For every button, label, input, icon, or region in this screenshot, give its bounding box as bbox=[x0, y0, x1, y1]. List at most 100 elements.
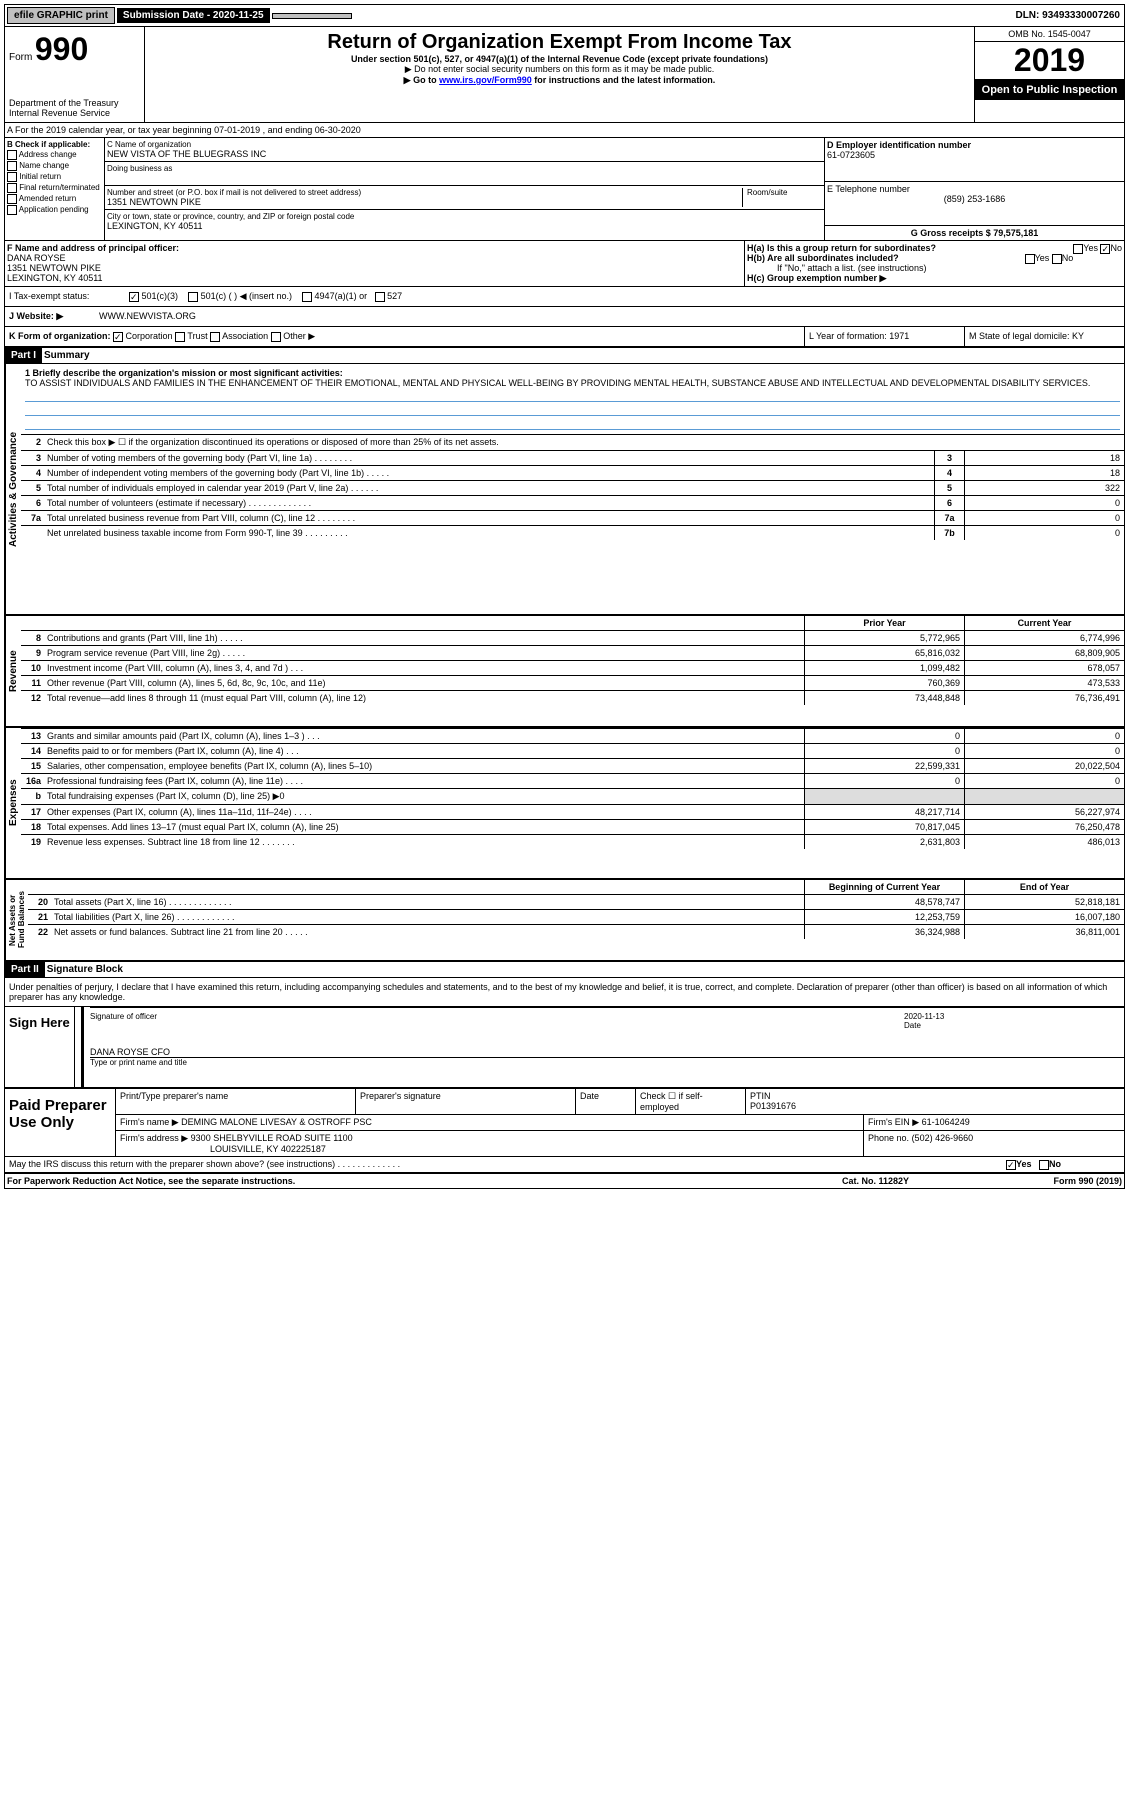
hc-exempt: H(c) Group exemption number ▶ bbox=[747, 273, 1122, 284]
chk-pending: Application pending bbox=[19, 205, 89, 214]
beg-year-head: Beginning of Current Year bbox=[804, 880, 964, 894]
cat-no: Cat. No. 11282Y bbox=[842, 1176, 992, 1186]
firm-name-label: Firm's name ▶ bbox=[120, 1117, 179, 1127]
link-post: for instructions and the latest informat… bbox=[532, 75, 716, 85]
ha-group: H(a) Is this a group return for subordin… bbox=[747, 243, 1122, 253]
firm-addr1: 9300 SHELBYVILLE ROAD SUITE 1100 bbox=[191, 1133, 353, 1143]
prep-self-emp: Check ☐ if self-employed bbox=[636, 1089, 746, 1114]
hb-yes: Yes bbox=[1035, 253, 1050, 263]
form-header: Form 990 Department of the Treasury Inte… bbox=[5, 27, 1124, 122]
topbar: efile GRAPHIC print Submission Date - 20… bbox=[5, 5, 1124, 27]
discuss-yes: Yes bbox=[1016, 1159, 1032, 1169]
page-footer: For Paperwork Reduction Act Notice, see … bbox=[5, 1173, 1124, 1188]
city-state-zip: LEXINGTON, KY 40511 bbox=[107, 221, 822, 231]
vert-activities: Activities & Governance bbox=[5, 364, 21, 614]
chk-amended: Amended return bbox=[19, 194, 76, 203]
chk-initial: Initial return bbox=[19, 172, 61, 181]
org-corp: Corporation bbox=[126, 331, 173, 341]
part1-header: Part I bbox=[5, 348, 42, 363]
sig-date-val: 2020-11-13 bbox=[904, 1012, 1124, 1021]
form-number: 990 bbox=[35, 31, 88, 67]
gross-receipts: G Gross receipts $ 79,575,181 bbox=[827, 228, 1122, 238]
status-4947: 4947(a)(1) or bbox=[315, 291, 368, 301]
vert-net: Net Assets or Fund Balances bbox=[5, 880, 28, 960]
paperwork-notice: For Paperwork Reduction Act Notice, see … bbox=[7, 1176, 842, 1186]
status-501c3: 501(c)(3) bbox=[142, 291, 179, 301]
org-trust: Trust bbox=[187, 331, 207, 341]
hb-sub: H(b) Are all subordinates included? Yes … bbox=[747, 253, 1122, 263]
firm-addr2: LOUISVILLE, KY 402225187 bbox=[120, 1144, 326, 1154]
paid-preparer-block: Paid Preparer Use Only Print/Type prepar… bbox=[5, 1088, 1124, 1156]
part2-header: Part II bbox=[5, 962, 45, 977]
dln: DLN: 93493330007260 bbox=[1015, 10, 1124, 21]
paid-preparer-label: Paid Preparer Use Only bbox=[5, 1089, 115, 1156]
firm-ein-label: Firm's EIN ▶ bbox=[868, 1117, 919, 1127]
firm-phone: (502) 426-9660 bbox=[912, 1133, 974, 1143]
mission-text: TO ASSIST INDIVIDUALS AND FAMILIES IN TH… bbox=[25, 378, 1120, 388]
current-year-head: Current Year bbox=[964, 616, 1124, 630]
ha-no: No bbox=[1110, 243, 1122, 253]
open-to-public: Open to Public Inspection bbox=[975, 80, 1124, 100]
link-pre: ▶ Go to bbox=[404, 75, 439, 85]
hb-note: If "No," attach a list. (see instruction… bbox=[747, 263, 1122, 273]
k-label: K Form of organization: bbox=[9, 331, 111, 341]
type-print-label: Type or print name and title bbox=[90, 1057, 1124, 1067]
prior-year-head: Prior Year bbox=[804, 616, 964, 630]
form-subtitle: Under section 501(c), 527, or 4947(a)(1)… bbox=[149, 54, 970, 64]
year-formation: L Year of formation: 1971 bbox=[804, 327, 964, 346]
section-b: B Check if applicable: Address change Na… bbox=[5, 138, 1124, 241]
officer-addr1: 1351 NEWTOWN PIKE bbox=[7, 263, 742, 273]
k-row: K Form of organization: Corporation Trus… bbox=[5, 327, 1124, 348]
hb-label: H(b) Are all subordinates included? bbox=[747, 253, 899, 263]
city-label: City or town, state or province, country… bbox=[107, 212, 822, 221]
discuss-no: No bbox=[1049, 1159, 1061, 1169]
line1-label: 1 Briefly describe the organization's mi… bbox=[25, 368, 1120, 378]
discuss-question: May the IRS discuss this return with the… bbox=[5, 1157, 1004, 1172]
line2: Check this box ▶ ☐ if the organization d… bbox=[45, 435, 1124, 450]
sig-date-label: Date bbox=[904, 1021, 1124, 1030]
status-527: 527 bbox=[387, 291, 402, 301]
efile-button[interactable]: efile GRAPHIC print bbox=[7, 7, 115, 24]
prep-sig-label: Preparer's signature bbox=[356, 1089, 576, 1114]
f-label: F Name and address of principal officer: bbox=[7, 243, 742, 253]
chk-address: Address change bbox=[19, 150, 77, 159]
dba-label: Doing business as bbox=[107, 164, 822, 173]
part2-title: Signature Block bbox=[45, 962, 125, 977]
website-url: WWW.NEWVISTA.ORG bbox=[99, 311, 196, 322]
dept-label: Department of the Treasury Internal Reve… bbox=[9, 98, 140, 118]
perjury-declaration: Under penalties of perjury, I declare th… bbox=[5, 978, 1124, 1006]
row-a-period: A For the 2019 calendar year, or tax yea… bbox=[5, 122, 1124, 138]
org-name: NEW VISTA OF THE BLUEGRASS INC bbox=[107, 149, 822, 159]
chk-name: Name change bbox=[19, 161, 69, 170]
officer-name: DANA ROYSE bbox=[7, 253, 742, 263]
tel-label: E Telephone number bbox=[827, 184, 1122, 194]
ptin-value: P01391676 bbox=[750, 1101, 796, 1111]
prep-name-label: Print/Type preparer's name bbox=[116, 1089, 356, 1114]
irs-link[interactable]: www.irs.gov/Form990 bbox=[439, 75, 532, 85]
room-label: Room/suite bbox=[747, 188, 822, 197]
ein-label: D Employer identification number bbox=[827, 140, 1122, 150]
ein-value: 61-0723605 bbox=[827, 150, 1122, 160]
submission-date-label: Submission Date - 2020-11-25 bbox=[117, 8, 270, 23]
omb-number: OMB No. 1545-0047 bbox=[975, 27, 1124, 42]
form-prefix: Form bbox=[9, 52, 32, 63]
hb-no: No bbox=[1062, 253, 1074, 263]
firm-name: DEMING MALONE LIVESAY & OSTROFF PSC bbox=[181, 1117, 372, 1127]
note-ssn: ▶ Do not enter social security numbers o… bbox=[149, 64, 970, 75]
firm-addr-label: Firm's address ▶ bbox=[120, 1133, 188, 1143]
b-label: B Check if applicable: bbox=[7, 140, 102, 149]
prep-date-label: Date bbox=[576, 1089, 636, 1114]
firm-phone-label: Phone no. bbox=[868, 1133, 909, 1143]
c-name-label: C Name of organization bbox=[107, 140, 822, 149]
state-domicile: M State of legal domicile: KY bbox=[964, 327, 1124, 346]
note-link: ▶ Go to www.irs.gov/Form990 for instruct… bbox=[149, 75, 970, 86]
org-other: Other ▶ bbox=[283, 331, 315, 341]
chk-final: Final return/terminated bbox=[19, 183, 99, 192]
tax-year: 2019 bbox=[975, 42, 1124, 80]
end-year-head: End of Year bbox=[964, 880, 1124, 894]
ha-yes: Yes bbox=[1083, 243, 1098, 253]
blank-button[interactable] bbox=[272, 13, 352, 19]
officer-row: F Name and address of principal officer:… bbox=[5, 241, 1124, 287]
form-title: Return of Organization Exempt From Incom… bbox=[149, 31, 970, 54]
tel-value: (859) 253-1686 bbox=[827, 194, 1122, 204]
